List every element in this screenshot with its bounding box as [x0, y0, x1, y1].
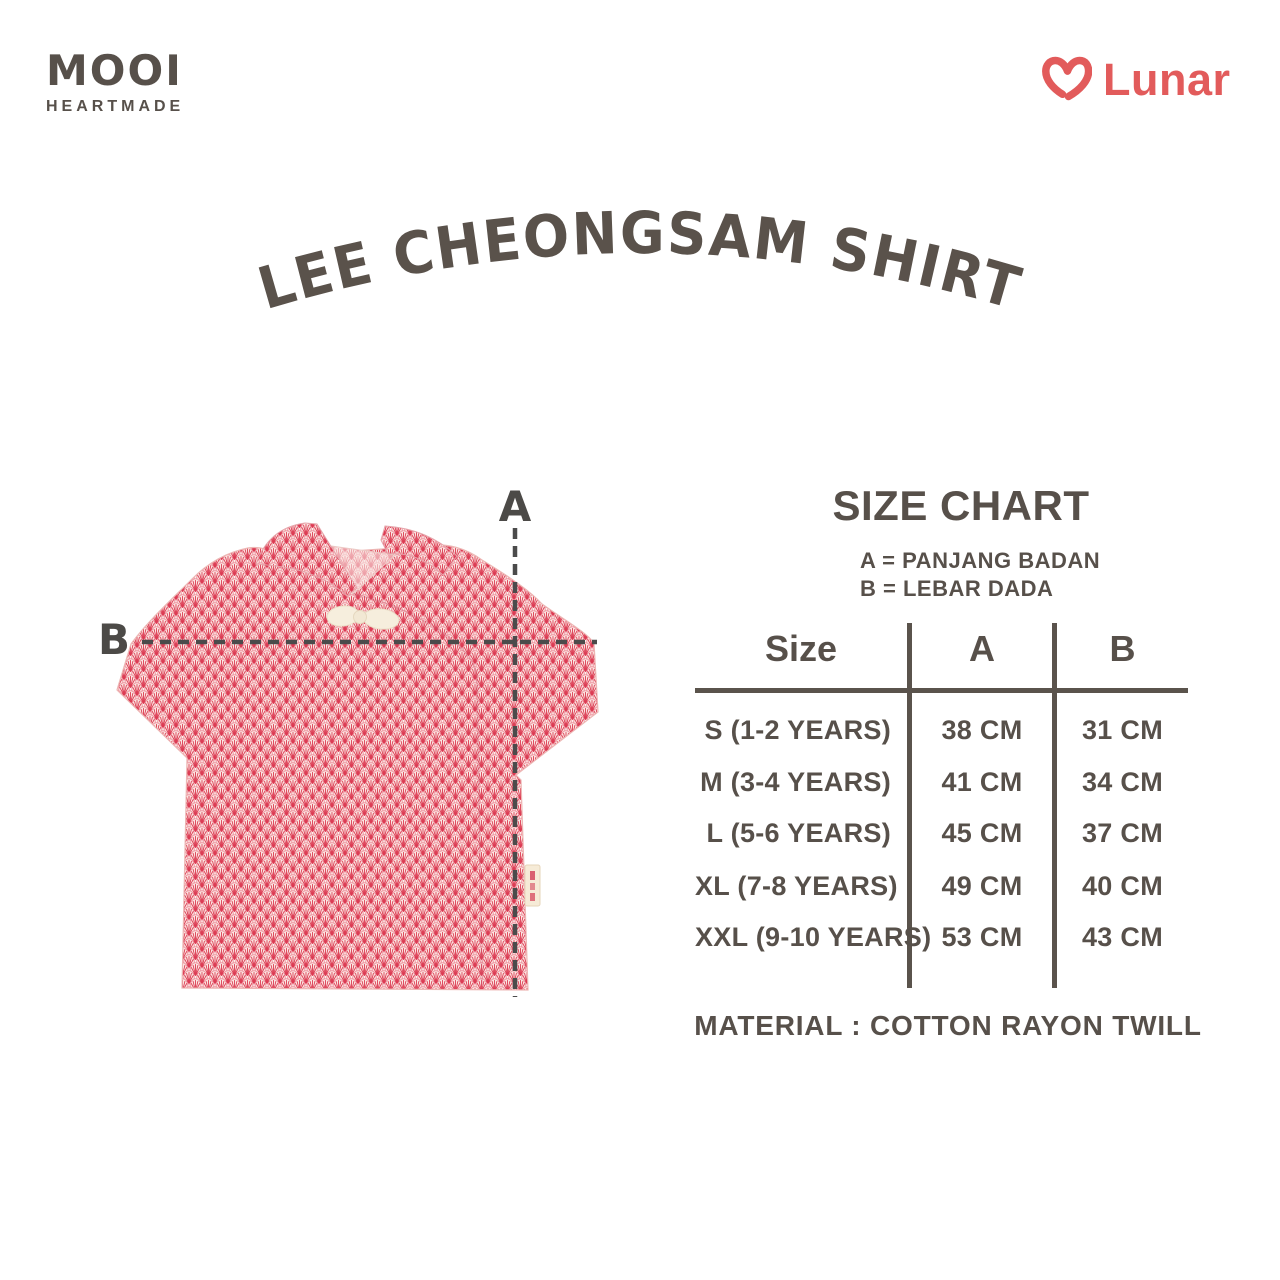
legend-line-a: A = PANJANG BADAN	[860, 548, 1101, 573]
table-row: M (3-4 YEARS) 41 CM 34 CM	[695, 761, 1188, 803]
material-note: MATERIAL : COTTON RAYON TWILL	[694, 1010, 1202, 1041]
b-value-cell: 31 CM	[1081, 715, 1164, 745]
column-header-b: B	[1109, 628, 1136, 669]
size-cell: L (5-6 YEARS)	[706, 818, 891, 848]
shirt-diagram: A B	[98, 482, 599, 997]
a-value-cell: 41 CM	[941, 767, 1023, 797]
svg-text:LEE CHEONGSAM SHIRT: LEE CHEONGSAM SHIRT	[251, 199, 1030, 323]
shirt-collar-right	[380, 525, 458, 576]
column-header-a: A	[969, 628, 995, 669]
table-header-row: Size A B	[695, 626, 1188, 672]
frog-button	[326, 605, 400, 630]
b-value-cell: 43 CM	[1081, 922, 1164, 952]
size-cell: XXL (9-10 YEARS)	[695, 922, 932, 952]
table-divider-horizontal	[695, 688, 1188, 693]
table-divider-vertical-1	[907, 623, 912, 988]
size-cell: XL (7-8 YEARS)	[695, 871, 898, 901]
partner-logo: Lunar	[1042, 56, 1231, 102]
size-chart-title: SIZE CHART	[832, 482, 1090, 529]
b-value-cell: 40 CM	[1081, 871, 1164, 901]
measurement-label-a: A	[499, 482, 532, 531]
shirt-body	[116, 544, 599, 991]
shirt-illustration	[116, 522, 599, 991]
table-row: S (1-2 YEARS) 38 CM 31 CM	[695, 709, 1188, 751]
a-value-cell: 38 CM	[941, 715, 1023, 745]
a-value-cell: 49 CM	[941, 871, 1023, 901]
a-value-cell: 53 CM	[941, 922, 1023, 952]
product-title: LEE CHEONGSAM SHIRT	[251, 199, 1028, 323]
brand-wordmark: MOOI	[46, 46, 183, 95]
a-value-cell: 45 CM	[941, 818, 1023, 848]
table-row: XL (7-8 YEARS) 49 CM 40 CM	[695, 865, 1188, 907]
legend-line-b: B = LEBAR DADA	[860, 576, 1054, 601]
b-value-cell: 34 CM	[1081, 767, 1164, 797]
size-cell: S (1-2 YEARS)	[704, 715, 891, 745]
b-value-cell: 37 CM	[1081, 818, 1164, 848]
size-cell: M (3-4 YEARS)	[700, 767, 891, 797]
column-header-size: Size	[764, 628, 838, 669]
size-table: Size A B S (1-2 YEARS) 38 CM 31 CM M (3-…	[695, 620, 1188, 992]
shirt-collar-left	[255, 522, 358, 597]
brand-logo: MOOI HEARTMADE	[46, 50, 184, 116]
measurement-label-b: B	[98, 615, 130, 664]
side-tag	[524, 864, 541, 907]
table-divider-vertical-2	[1052, 623, 1057, 988]
table-row: L (5-6 YEARS) 45 CM 37 CM	[695, 812, 1188, 854]
table-row: XXL (9-10 YEARS) 53 CM 43 CM	[695, 916, 1188, 958]
partner-wordmark: Lunar	[1103, 53, 1231, 105]
product-title-arc: LEE CHEONGSAM SHIRT	[251, 199, 1030, 323]
brand-tagline: HEARTMADE	[46, 98, 185, 115]
heart-icon	[1042, 56, 1093, 102]
